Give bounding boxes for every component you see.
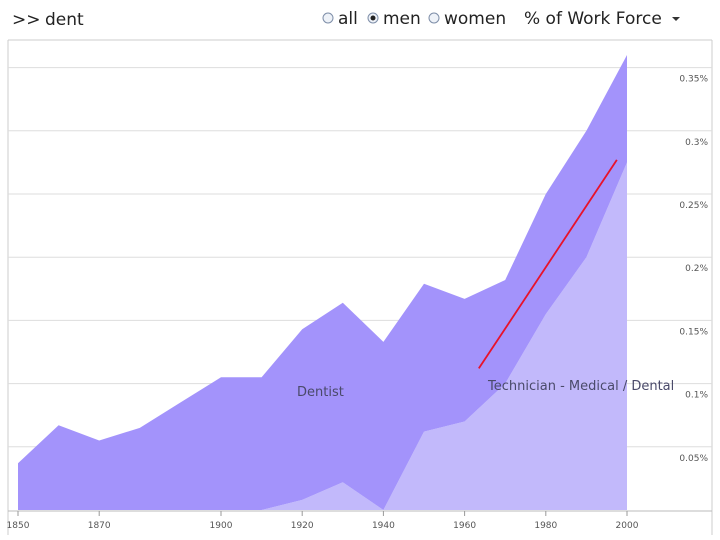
x-tick-label: 1960 [453,521,476,531]
y-tick-label: 0.1% [685,391,708,401]
radio-all-label[interactable]: all [338,9,358,29]
chevron-down-icon[interactable] [672,17,680,21]
measure-dropdown-label[interactable]: % of Work Force [524,9,662,29]
x-tick-label: 1920 [291,521,314,531]
x-axis: 1850 1870 1900 1920 1940 1960 1980 2000 [7,510,712,531]
radio-all[interactable]: all [322,9,358,29]
radio-men-label[interactable]: men [383,9,421,29]
y-tick-label: 0.05% [679,454,708,464]
radio-women-circle[interactable] [428,12,440,24]
series-label-technician: Technician - Medical / Dental [487,379,674,394]
radio-all-circle[interactable] [322,12,334,24]
area-technician [18,162,627,510]
y-tick-label: 0.25% [679,201,708,211]
x-tick-label: 1870 [88,521,111,531]
radio-men[interactable]: men [367,9,421,29]
search-query[interactable]: dent [45,10,84,30]
y-tick-label: 0.35% [679,75,708,85]
highlight-line [478,159,618,369]
y-tick-label: 0.3% [685,138,708,148]
x-tick-label: 1940 [372,521,395,531]
series-label-dentist: Dentist [297,385,344,400]
radio-women[interactable]: women [428,9,506,29]
x-tick-label: 1850 [7,521,30,531]
area-series [18,54,627,511]
area-dentist [18,54,627,511]
x-tick-label: 1980 [534,521,557,531]
radio-women-label[interactable]: women [444,9,506,29]
y-tick-label: 0.15% [679,327,708,337]
x-tick-label: 2000 [616,521,639,531]
highlight-layer [478,159,618,369]
x-tick-label: 1900 [210,521,233,531]
y-axis: 0.05% 0.1% 0.15% 0.2% 0.25% 0.3% 0.35% [679,75,708,464]
y-tick-label: 0.2% [685,264,708,274]
radio-men-dot [370,15,376,21]
search-prefix: >> [12,10,41,30]
series-labels: Dentist Technician - Medical / Dental [297,379,674,400]
measure-dropdown[interactable]: % of Work Force [524,9,680,29]
